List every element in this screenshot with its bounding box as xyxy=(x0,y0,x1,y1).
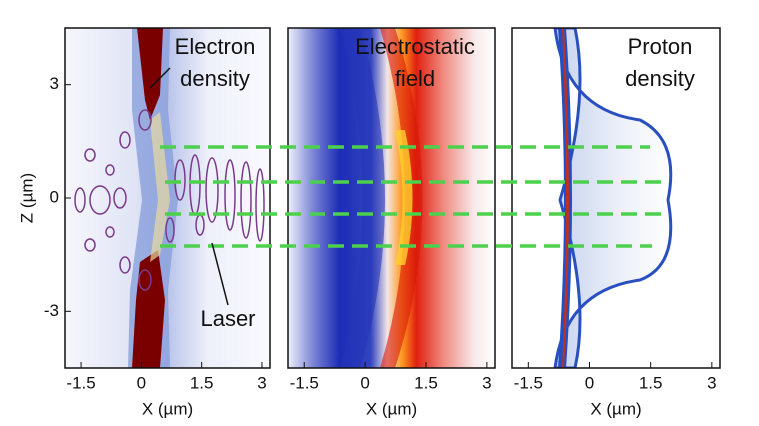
x-tick-label: -1.5 xyxy=(514,373,543,392)
y-tick-label: 0 xyxy=(50,187,59,206)
x-axis-label: X (µm) xyxy=(590,399,641,418)
x-tick-label: 3 xyxy=(257,373,266,392)
electrostatic-field-map xyxy=(288,28,495,368)
panel-title: density xyxy=(625,66,695,91)
panel-title: Electrostatic xyxy=(355,34,475,59)
y-tick-label: 3 xyxy=(50,74,59,93)
y-tick-label: -3 xyxy=(44,301,59,320)
panel-title: field xyxy=(395,66,435,91)
annotation: Laser xyxy=(200,306,255,331)
y-axis-label: Z (µm) xyxy=(17,173,36,223)
x-tick-label: 1.5 xyxy=(639,373,663,392)
x-tick-label: -1.5 xyxy=(290,373,319,392)
x-tick-label: 0 xyxy=(585,373,594,392)
x-tick-label: 1.5 xyxy=(190,373,214,392)
page: Electron density -1.5 0 1.5 3 X (µm) 3 0 -3 Z (µm)… xyxy=(0,0,759,426)
panel-title: Electron xyxy=(175,34,256,59)
x-axis-label: X (µm) xyxy=(366,399,417,418)
x-tick-label: 0 xyxy=(137,373,146,392)
x-tick-label: -1.5 xyxy=(66,373,95,392)
x-axis-label: X (µm) xyxy=(142,399,193,418)
x-tick-label: 0 xyxy=(360,373,369,392)
panel-title: Proton xyxy=(628,34,693,59)
panel-title: density xyxy=(180,66,250,91)
x-tick-label: 1.5 xyxy=(414,373,438,392)
x-tick-label: 3 xyxy=(707,373,716,392)
x-tick-label: 3 xyxy=(482,373,491,392)
figure: Electron density -1.5 0 1.5 3 X (µm) 3 0 -3 Z (µm)… xyxy=(0,0,759,426)
